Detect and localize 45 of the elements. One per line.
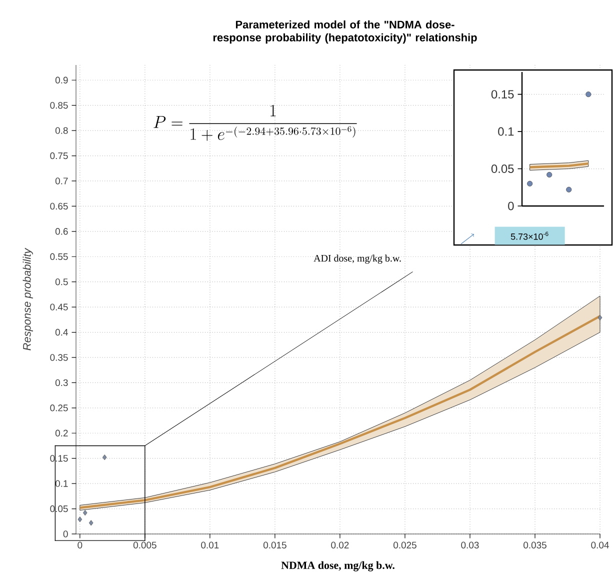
y-axis-title: Response probability [22,248,33,350]
annotation: $P = \frac{1}{1+e^{-(-2.94+35.96\cdot 5.73\times 10^{-6})}}$ [154,104,357,141]
x-tick-label: 0.035 [524,542,546,548]
x-tick-label: 0.025 [394,542,416,548]
y-tick-label: 0.05 [491,164,514,173]
y-tick-label: 0.1 [498,127,514,136]
y-tick-label: 0.9 [55,76,68,84]
point [88,520,94,526]
annotation: ADI dose, mg/kg b.w. [314,254,401,264]
y-tick-label: 0.6 [55,228,68,235]
y-tick-label: 0.1 [55,480,68,487]
point [546,172,552,178]
x-tick-label: 0.005 [133,542,156,548]
y-tick-label: 0.25 [50,404,68,412]
y-tick-label: 0.7 [55,178,68,184]
x-tick-label: 0.015 [263,542,286,548]
y-tick-label: 0.8 [55,127,68,134]
annotation: 5.73×10$^{-6}$ [510,232,548,240]
x-tick-label: 0.01 [201,542,219,548]
y-tick-label: 0.55 [50,253,68,260]
x-tick-label: 0.04 [591,542,609,548]
y-tick-label: 0.2 [55,430,68,436]
y-tick-label: 0.35 [50,354,68,361]
point [586,92,592,98]
y-tick-label: 0 [508,202,514,210]
point [78,516,82,522]
point [598,314,602,320]
x-tick-label: 0.02 [331,542,349,548]
y-tick-label: 0.45 [50,304,68,310]
y-tick-label: 0.3 [55,379,68,386]
point [527,180,533,186]
y-tick-label: 0.65 [50,202,68,210]
point [82,510,88,516]
x-axis-title: NDMA dose, mg/kg b.w. [281,561,394,572]
y-tick-label: 0.4 [55,328,68,336]
x-tick-label: 0.03 [461,542,479,548]
y-tick-label: 0.85 [50,102,68,109]
y-tick-label: 0 [63,530,68,538]
chart-title: Parameterized model of the "NDMA dose-response probability (hepatotoxicity)" relationship [213,20,477,44]
x-tick-label: 0 [78,542,82,548]
y-tick-label: 0.5 [55,278,68,286]
point [102,454,107,460]
y-tick-label: 0.15 [491,90,514,99]
y-tick-label: 0.75 [50,152,68,160]
point [566,186,572,192]
